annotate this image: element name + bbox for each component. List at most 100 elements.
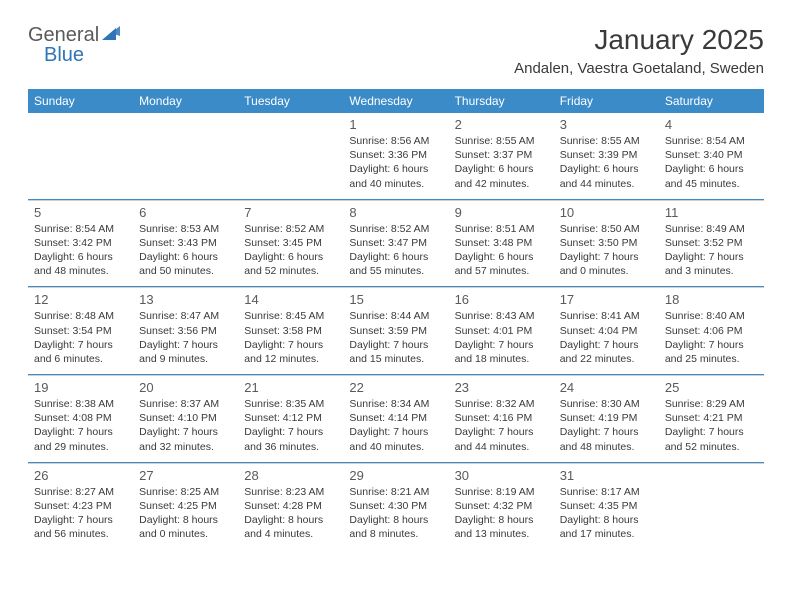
header: General January 2025 Andalen, Vaestra Go… [28,24,764,77]
day-cell: 9 Sunrise: 8:51 AMSunset: 3:48 PMDaylight… [449,200,554,287]
day-number: 20 [139,380,232,395]
day-cell: 14 Sunrise: 8:45 AMSunset: 3:58 PMDayligh… [238,287,343,374]
day-number: 31 [560,468,653,483]
day-cell: 28Sunrise: 8:23 AMSunset: 4:28 PMDayligh… [238,463,343,550]
brand-text-2: Blue [44,44,84,66]
day-number: 16 [455,292,548,307]
day-cell: 29 Sunrise: 8:21 AMSunset: 4:30 PMDayligh… [343,463,448,550]
day-info: Sunrise: 8:50 AMSunset: 3:50 PMDaylight:… [560,222,653,279]
day-info: Sunrise: 8:55 AMSunset: 3:39 PMDaylight:… [560,134,653,191]
day-info: Sunrise: 8:52 AMSunset: 3:45 PMDaylight:… [244,222,337,279]
day-cell: 21 Sunrise: 8:35 AMSunset: 4:12 PMDayligh… [238,375,343,462]
day-cell: 27 Sunrise: 8:25 AMSunset: 4:25 PMDayligh… [133,463,238,550]
day-cell: 2 Sunrise: 8:55 AMSunset: 3:37 PMDaylight… [449,113,554,199]
day-number: 24 [560,380,653,395]
day-info: Sunrise: 8:41 AMSunset: 4:04 PMDaylight:… [560,309,653,366]
day-info: Sunrise: 8:55 AMSunset: 3:37 PMDaylight:… [455,134,548,191]
day-info: Sunrise: 8:51 AMSunset: 3:48 PMDaylight:… [455,222,548,279]
day-number: 23 [455,380,548,395]
week-row: 19 Sunrise: 8:38 AMSunset: 4:08 PMDayligh… [28,375,764,463]
day-number: 5 [34,205,127,220]
day-number: 2 [455,117,548,132]
day-cell: 15 Sunrise: 8:44 AMSunset: 3:59 PMDayligh… [343,287,448,374]
empty-cell [659,463,764,550]
day-info: Sunrise: 8:54 AMSunset: 3:40 PMDaylight:… [665,134,758,191]
day-number: 8 [349,205,442,220]
day-headers-row: SundayMondayTuesdayWednesdayThursdayFrid… [28,89,764,113]
day-info: Sunrise: 8:37 AMSunset: 4:10 PMDaylight:… [139,397,232,454]
day-cell: 22 Sunrise: 8:34 AMSunset: 4:14 PMDayligh… [343,375,448,462]
weeks-container: 1Sunrise: 8:56 AMSunset: 3:36 PMDaylight… [28,113,764,549]
day-info: Sunrise: 8:29 AMSunset: 4:21 PMDaylight:… [665,397,758,454]
day-info: Sunrise: 8:17 AMSunset: 4:35 PMDaylight:… [560,485,653,542]
day-cell: 1Sunrise: 8:56 AMSunset: 3:36 PMDaylight… [343,113,448,199]
day-info: Sunrise: 8:53 AMSunset: 3:43 PMDaylight:… [139,222,232,279]
day-info: Sunrise: 8:27 AMSunset: 4:23 PMDaylight:… [34,485,127,542]
day-cell: 10Sunrise: 8:50 AMSunset: 3:50 PMDayligh… [554,200,659,287]
day-cell: 7 Sunrise: 8:52 AMSunset: 3:45 PMDaylight… [238,200,343,287]
brand-triangle-icon [102,26,120,45]
day-number: 22 [349,380,442,395]
day-cell: 20 Sunrise: 8:37 AMSunset: 4:10 PMDayligh… [133,375,238,462]
day-number: 25 [665,380,758,395]
day-info: Sunrise: 8:44 AMSunset: 3:59 PMDaylight:… [349,309,442,366]
calendar-grid: SundayMondayTuesdayWednesdayThursdayFrid… [28,89,764,549]
month-title: January 2025 [514,24,764,56]
day-info: Sunrise: 8:54 AMSunset: 3:42 PMDaylight:… [34,222,127,279]
day-cell: 8 Sunrise: 8:52 AMSunset: 3:47 PMDaylight… [343,200,448,287]
day-cell: 4 Sunrise: 8:54 AMSunset: 3:40 PMDaylight… [659,113,764,199]
day-info: Sunrise: 8:56 AMSunset: 3:36 PMDaylight:… [349,134,442,191]
day-number: 7 [244,205,337,220]
day-info: Sunrise: 8:34 AMSunset: 4:14 PMDaylight:… [349,397,442,454]
day-number: 15 [349,292,442,307]
day-number: 14 [244,292,337,307]
day-header-friday: Friday [554,89,659,113]
day-number: 6 [139,205,232,220]
day-number: 27 [139,468,232,483]
day-info: Sunrise: 8:48 AMSunset: 3:54 PMDaylight:… [34,309,127,366]
day-header-saturday: Saturday [659,89,764,113]
day-cell: 16 Sunrise: 8:43 AMSunset: 4:01 PMDayligh… [449,287,554,374]
day-cell: 24 Sunrise: 8:30 AMSunset: 4:19 PMDayligh… [554,375,659,462]
day-cell: 19 Sunrise: 8:38 AMSunset: 4:08 PMDayligh… [28,375,133,462]
day-info: Sunrise: 8:21 AMSunset: 4:30 PMDaylight:… [349,485,442,542]
day-number: 21 [244,380,337,395]
day-info: Sunrise: 8:40 AMSunset: 4:06 PMDaylight:… [665,309,758,366]
empty-cell [133,113,238,199]
day-info: Sunrise: 8:35 AMSunset: 4:12 PMDaylight:… [244,397,337,454]
day-info: Sunrise: 8:38 AMSunset: 4:08 PMDaylight:… [34,397,127,454]
day-cell: 30 Sunrise: 8:19 AMSunset: 4:32 PMDayligh… [449,463,554,550]
day-number: 13 [139,292,232,307]
day-number: 9 [455,205,548,220]
day-number: 29 [349,468,442,483]
day-info: Sunrise: 8:43 AMSunset: 4:01 PMDaylight:… [455,309,548,366]
day-cell: 11 Sunrise: 8:49 AMSunset: 3:52 PMDayligh… [659,200,764,287]
day-cell: 13Sunrise: 8:47 AMSunset: 3:56 PMDayligh… [133,287,238,374]
day-info: Sunrise: 8:45 AMSunset: 3:58 PMDaylight:… [244,309,337,366]
day-number: 28 [244,468,337,483]
day-number: 18 [665,292,758,307]
day-header-tuesday: Tuesday [238,89,343,113]
day-number: 19 [34,380,127,395]
week-row: 12Sunrise: 8:48 AMSunset: 3:54 PMDayligh… [28,287,764,375]
day-info: Sunrise: 8:30 AMSunset: 4:19 PMDaylight:… [560,397,653,454]
day-number: 4 [665,117,758,132]
title-block: January 2025 Andalen, Vaestra Goetaland,… [514,24,764,77]
day-cell: 23Sunrise: 8:32 AMSunset: 4:16 PMDayligh… [449,375,554,462]
day-number: 30 [455,468,548,483]
day-cell: 25 Sunrise: 8:29 AMSunset: 4:21 PMDayligh… [659,375,764,462]
day-info: Sunrise: 8:19 AMSunset: 4:32 PMDaylight:… [455,485,548,542]
empty-cell [28,113,133,199]
day-number: 11 [665,205,758,220]
day-header-thursday: Thursday [449,89,554,113]
empty-cell [238,113,343,199]
day-cell: 31 Sunrise: 8:17 AMSunset: 4:35 PMDayligh… [554,463,659,550]
day-number: 26 [34,468,127,483]
day-header-monday: Monday [133,89,238,113]
day-cell: 26 Sunrise: 8:27 AMSunset: 4:23 PMDayligh… [28,463,133,550]
day-info: Sunrise: 8:25 AMSunset: 4:25 PMDaylight:… [139,485,232,542]
day-cell: 12Sunrise: 8:48 AMSunset: 3:54 PMDayligh… [28,287,133,374]
week-row: 26 Sunrise: 8:27 AMSunset: 4:23 PMDayligh… [28,463,764,550]
day-info: Sunrise: 8:52 AMSunset: 3:47 PMDaylight:… [349,222,442,279]
day-info: Sunrise: 8:49 AMSunset: 3:52 PMDaylight:… [665,222,758,279]
